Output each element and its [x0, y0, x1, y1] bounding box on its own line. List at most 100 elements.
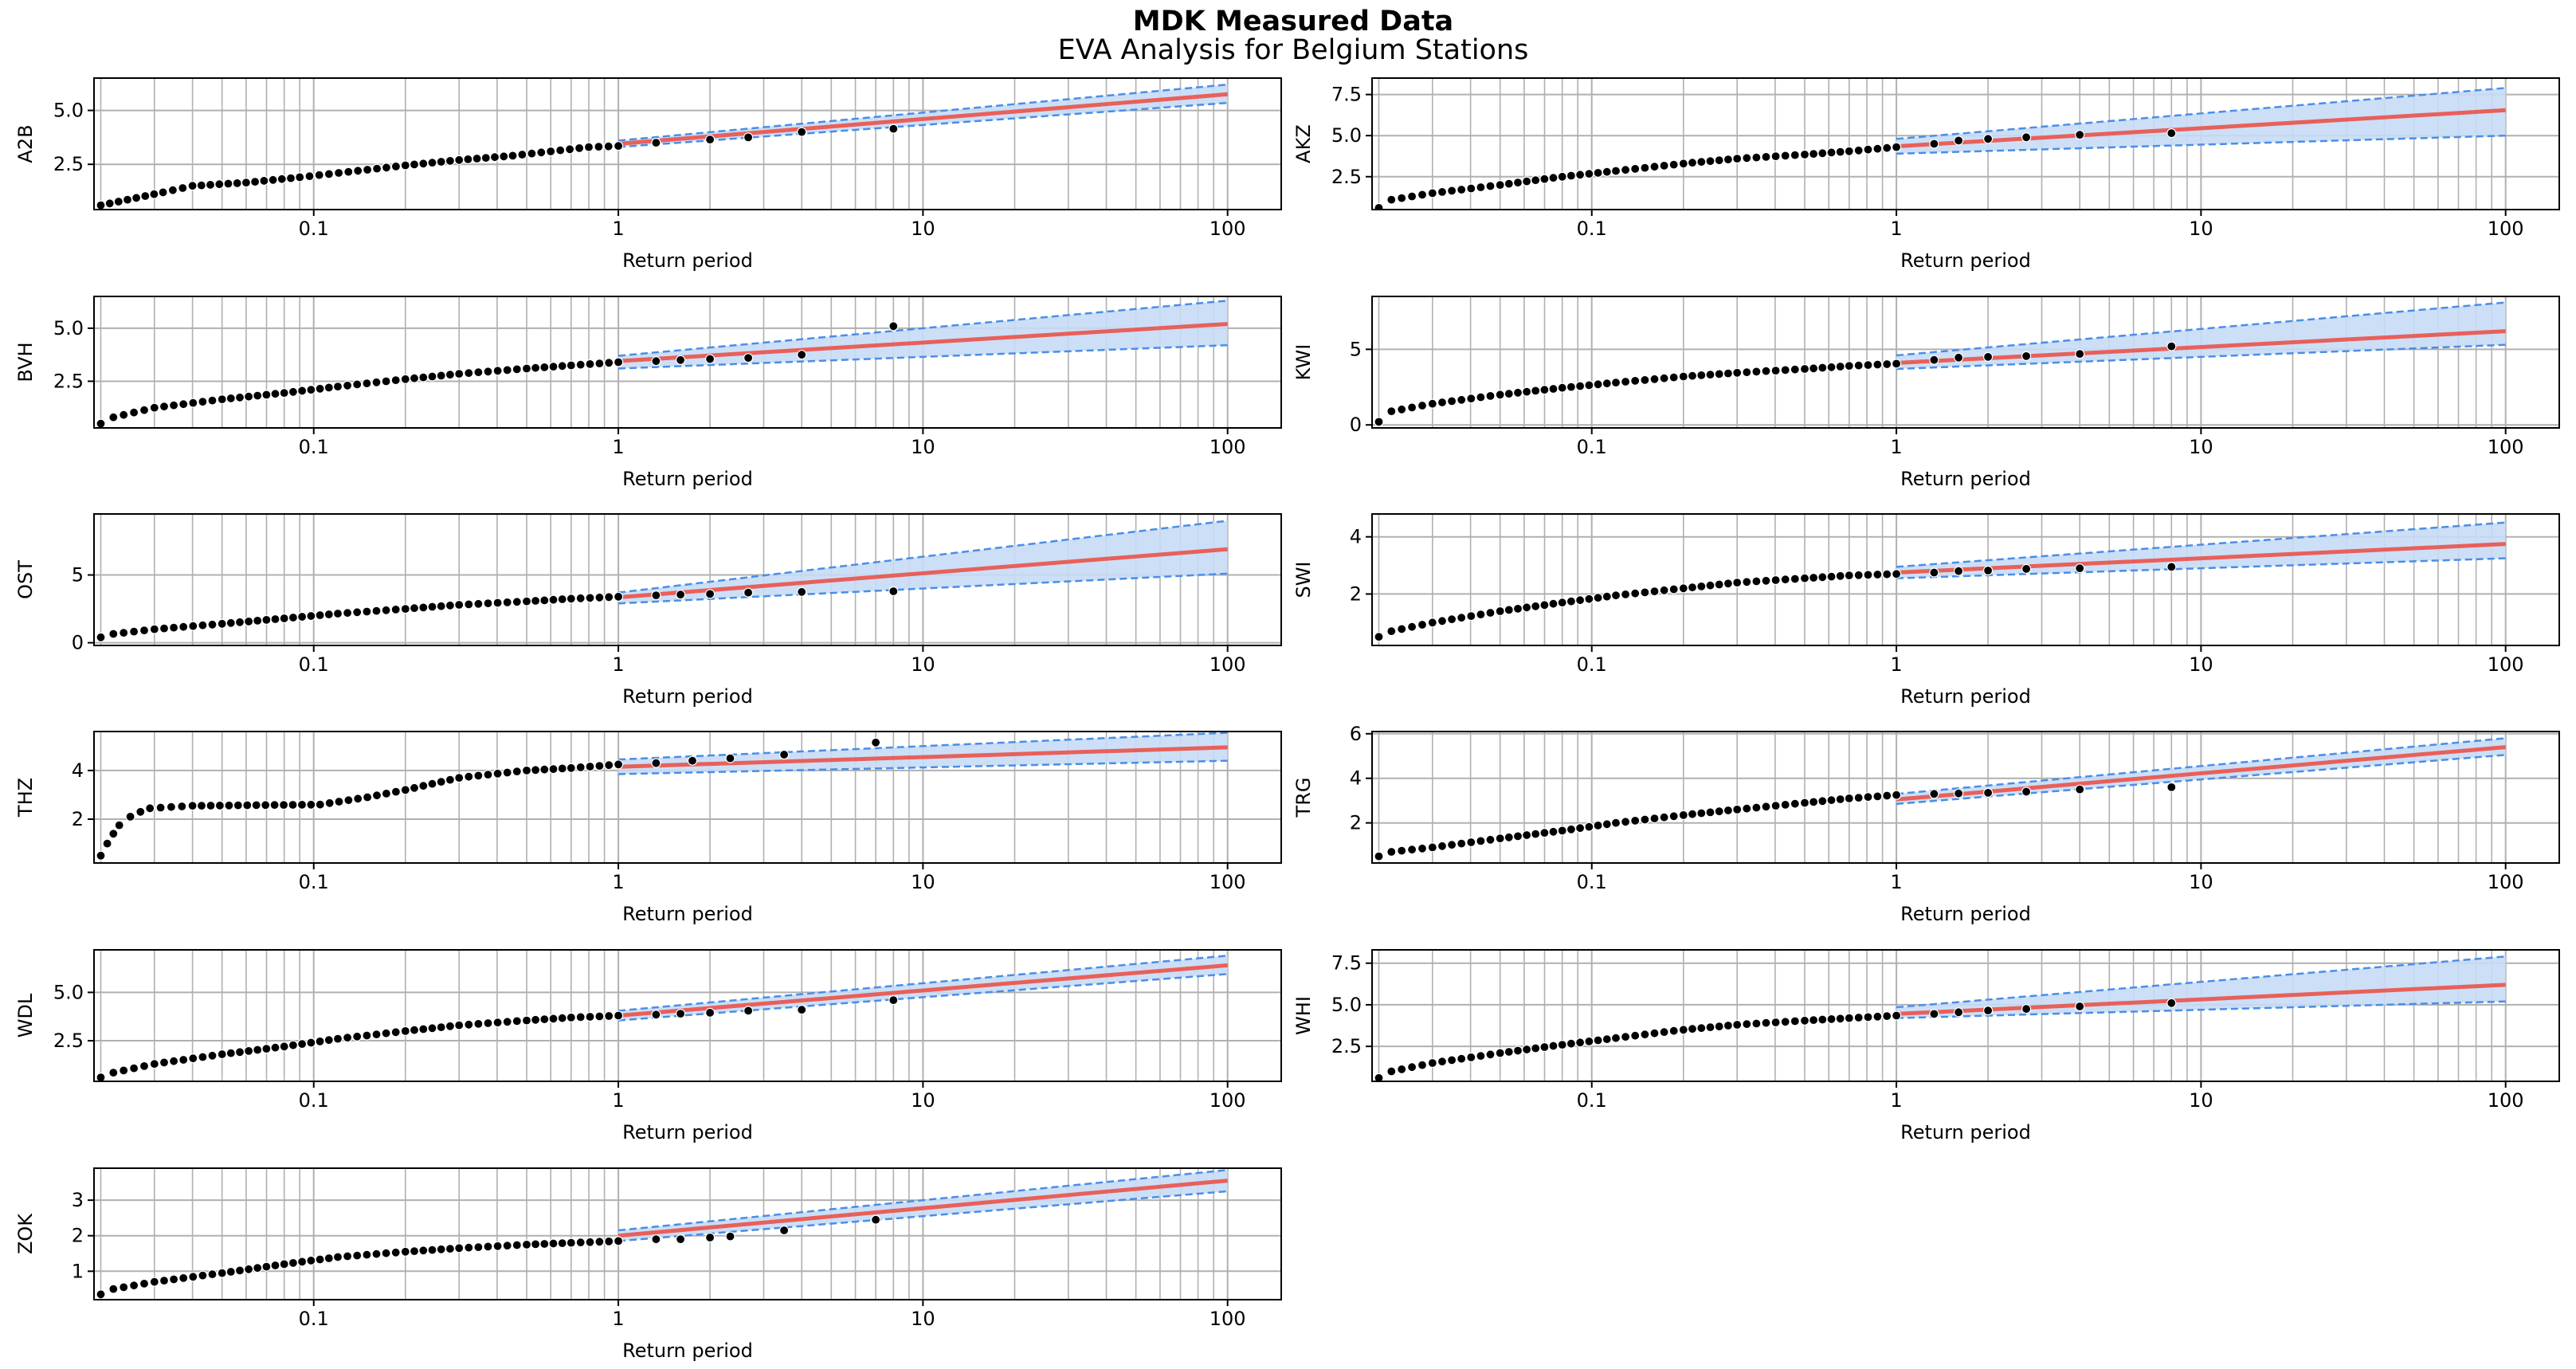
y-tick-label: 1 — [72, 1260, 84, 1282]
fit-line — [1896, 329, 2506, 365]
y-tick-label: 0 — [72, 632, 84, 654]
fit-line — [1896, 542, 2506, 575]
data-point — [362, 1030, 372, 1041]
data-point — [557, 361, 567, 371]
data-point — [1687, 1024, 1698, 1034]
data-point — [1466, 183, 1476, 194]
data-points-bvh — [96, 321, 899, 428]
x-tick-label: 0.1 — [299, 1308, 329, 1330]
x-tick-label: 1 — [1890, 1089, 1902, 1112]
data-point — [1495, 1048, 1505, 1058]
data-point — [418, 159, 429, 169]
data-point — [1696, 808, 1707, 818]
grid-whi — [1372, 950, 2559, 1081]
data-point — [306, 610, 316, 622]
data-point — [1929, 789, 1939, 799]
data-point — [1799, 1015, 1810, 1026]
data-point — [472, 153, 482, 164]
data-point — [196, 180, 206, 190]
x-tick-label: 0.1 — [1577, 871, 1607, 893]
axes-frame — [93, 296, 1282, 429]
x-tick-label: 100 — [1210, 436, 1246, 458]
axes-frame — [1371, 731, 2560, 864]
data-point — [343, 167, 354, 177]
data-point — [1476, 609, 1486, 620]
data-point — [427, 158, 437, 168]
data-point — [1790, 798, 1800, 809]
data-point — [390, 604, 401, 615]
data-point — [1512, 178, 1523, 188]
data-point — [188, 398, 198, 408]
data-point — [575, 1012, 586, 1022]
data-point — [445, 600, 456, 610]
data-point — [1374, 417, 1384, 427]
data-point — [418, 602, 429, 613]
data-point — [1809, 149, 1819, 159]
data-point — [178, 1054, 189, 1065]
data-point — [1512, 831, 1523, 841]
data-point — [1485, 607, 1496, 618]
plot-area-akz — [1372, 78, 2559, 210]
data-point — [1649, 813, 1660, 824]
data-point — [1593, 167, 1603, 178]
data-point — [1872, 791, 1883, 802]
chart-wdl: 0.1 1 10 100 2.5 5.0 Return period WDL — [14, 949, 1282, 1143]
y-tick-label: 2.5 — [53, 1030, 84, 1052]
data-point — [464, 599, 474, 610]
data-point — [1640, 375, 1650, 385]
data-point — [1696, 581, 1707, 592]
data-point — [1790, 1016, 1800, 1026]
data-point — [530, 363, 541, 373]
data-point — [108, 1067, 119, 1078]
data-point — [353, 166, 363, 176]
data-point — [129, 1063, 139, 1073]
data-point — [1557, 171, 1567, 182]
data-point — [1770, 366, 1781, 376]
data-point — [1427, 842, 1437, 853]
data-point — [1983, 565, 1994, 576]
ci-upper-line — [1896, 955, 2506, 1009]
data-point — [108, 412, 119, 422]
x-tick-label: 1 — [1890, 653, 1902, 676]
data-point — [159, 1275, 170, 1286]
data-point — [418, 781, 429, 791]
data-point — [1476, 182, 1486, 193]
data-point — [1835, 147, 1845, 157]
data-point — [129, 407, 139, 418]
data-point — [306, 1038, 316, 1048]
data-point — [288, 386, 298, 397]
data-point — [279, 1259, 289, 1269]
data-point — [178, 399, 189, 410]
data-point — [1770, 151, 1781, 162]
data-point — [1374, 202, 1384, 210]
data-point — [1983, 134, 1994, 144]
data-point — [2166, 562, 2177, 572]
data-point — [1835, 1014, 1845, 1024]
data-point — [1485, 1049, 1496, 1060]
data-point — [1406, 1062, 1417, 1073]
data-point — [400, 1026, 410, 1037]
data-point — [1649, 374, 1660, 384]
x-tick-label: 100 — [2488, 436, 2524, 458]
data-point — [250, 177, 261, 187]
data-point — [445, 370, 456, 380]
data-point — [304, 171, 315, 182]
data-point — [521, 1015, 532, 1026]
data-point — [1844, 1013, 1854, 1023]
data-point — [1584, 1036, 1594, 1047]
data-point — [1397, 404, 1407, 414]
data-point — [1584, 594, 1594, 604]
data-point — [463, 154, 473, 164]
data-point — [613, 1236, 624, 1246]
data-point — [1397, 193, 1407, 203]
data-point — [725, 1231, 735, 1242]
data-point — [521, 363, 532, 374]
data-point — [1512, 387, 1523, 398]
data-point — [279, 1041, 289, 1052]
data-point — [1835, 361, 1845, 372]
data-point — [288, 1257, 298, 1269]
fit-line — [1896, 983, 2506, 1016]
data-point — [1954, 1007, 1964, 1018]
data-point — [372, 163, 382, 174]
data-point — [651, 1010, 661, 1020]
